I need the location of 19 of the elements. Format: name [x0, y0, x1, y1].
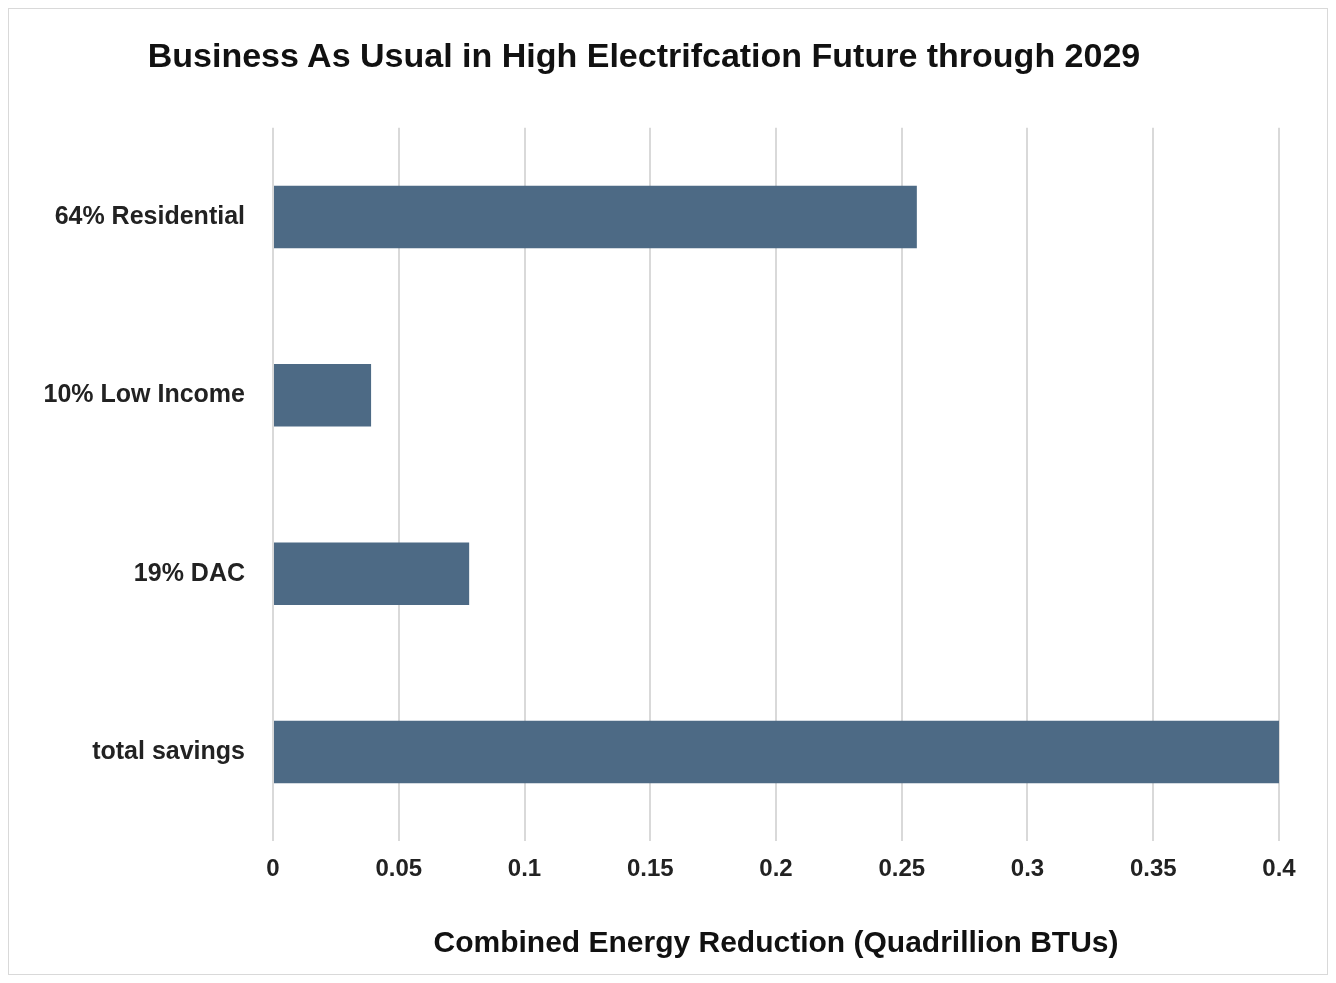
bar	[274, 185, 917, 249]
x-tick-label: 0.15	[626, 854, 674, 882]
x-tick-label: 0.2	[759, 854, 793, 882]
x-tick-label: 0.3	[1010, 854, 1045, 882]
y-tick-label: 64% Residential	[54, 200, 245, 229]
x-tick-label: 0.4	[1262, 854, 1297, 882]
x-tick-label: 0.05	[375, 854, 423, 882]
y-tick-label: 19% DAC	[133, 557, 245, 586]
bar	[274, 542, 470, 605]
y-tick-label: total savings	[92, 735, 245, 764]
y-tick-label: 10% Low Income	[43, 379, 246, 408]
chart-title: Business As Usual in High Electrifcation Future through 2029	[147, 35, 1141, 74]
bar	[274, 720, 1279, 784]
bar	[274, 364, 372, 427]
x-tick-label: 0.35	[1129, 854, 1177, 882]
x-tick-label: 0.1	[507, 854, 542, 882]
x-axis-title: Combined Energy Reduction (Quadrillion BTUs)	[433, 925, 1119, 959]
x-tick-label: 0	[266, 854, 280, 882]
x-tick-label: 0.25	[878, 854, 926, 882]
